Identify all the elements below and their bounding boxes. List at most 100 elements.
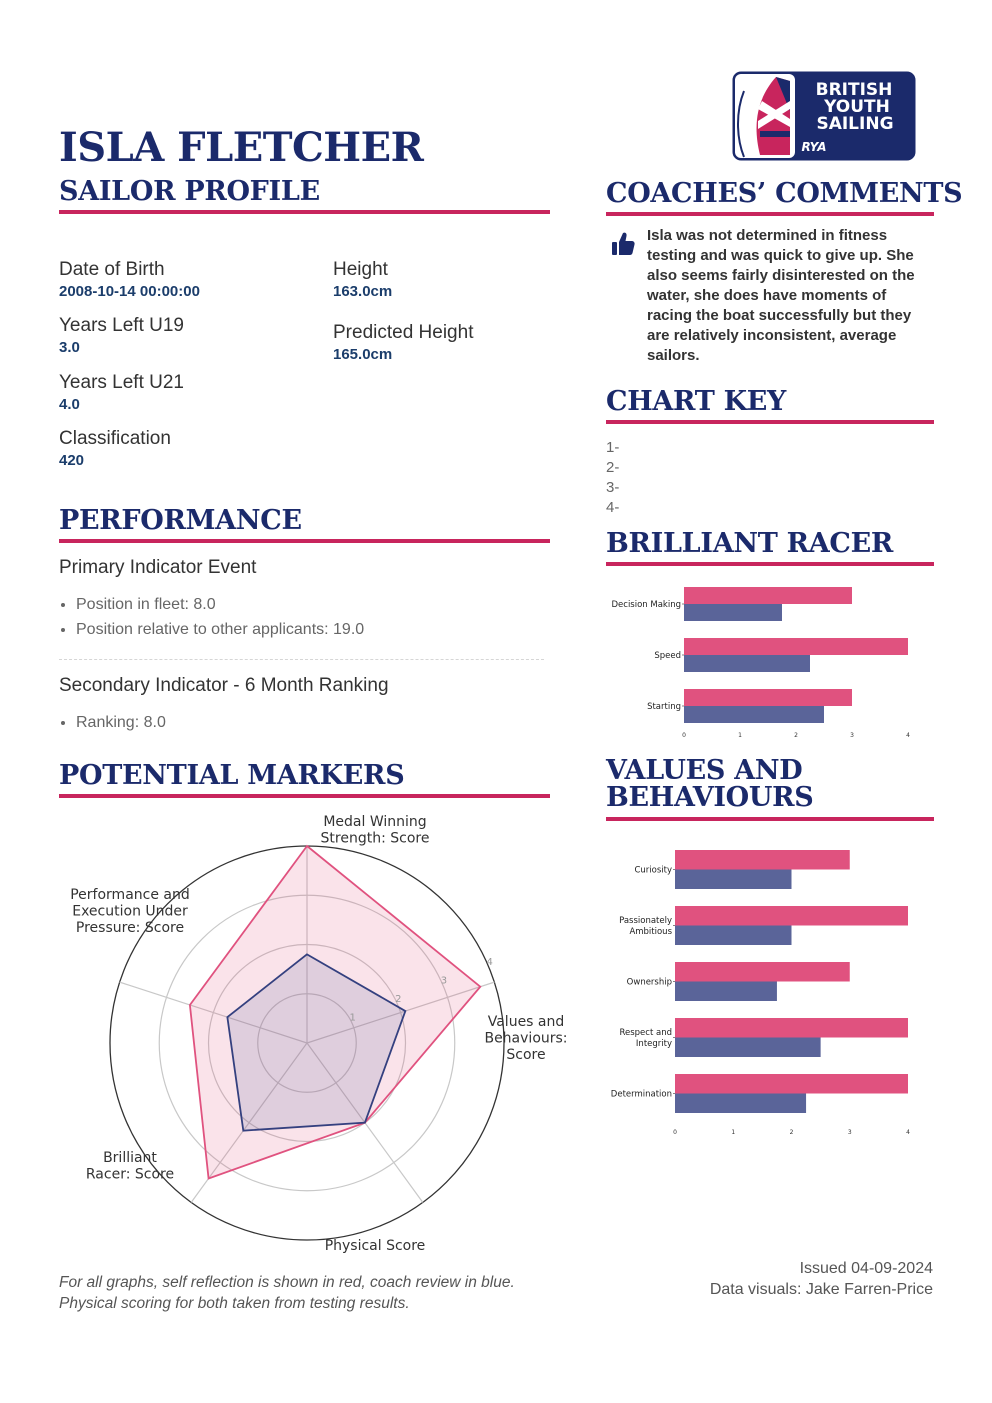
bar-x-tick-label: 4	[906, 732, 910, 739]
bar-category-label: Passionately	[619, 916, 672, 926]
bar-self-reflection	[675, 906, 908, 926]
brilliant-racer-bar-chart: Decision Making Speed Starting 0 1 2 3 4	[612, 587, 910, 740]
radar-tick-label: 1	[349, 1013, 355, 1024]
radar-axis-label: Score	[506, 1047, 545, 1063]
primary-indicator-title: Primary Indicator Event	[59, 557, 257, 578]
chart-key-list: 1- 2- 3- 4-	[606, 438, 619, 518]
bar-x-tick-label: 2	[790, 1129, 794, 1136]
dob-label: Date of Birth	[59, 259, 165, 280]
u19-value: 3.0	[59, 339, 80, 356]
comments-divider	[606, 212, 934, 216]
chart-key-heading: CHART KEY	[606, 386, 787, 417]
bar-coach-review	[675, 869, 792, 889]
potential-divider	[59, 794, 550, 798]
bar-x-tick-label: 2	[794, 732, 798, 739]
bar-coach-review	[684, 655, 810, 672]
dob-value: 2008-10-14 00:00:00	[59, 283, 200, 300]
radar-axis-label: Execution Under	[72, 904, 188, 920]
radar-tick-label: 2	[395, 994, 401, 1005]
bar-self-reflection	[684, 587, 852, 604]
bar-category-label: Ambitious	[629, 927, 672, 937]
issued-date: Issued 04-09-2024	[799, 1260, 933, 1277]
bar-coach-review	[684, 706, 824, 723]
chart-key-divider	[606, 420, 934, 424]
values-behaviours-heading: VALUES AND BEHAVIOURS	[606, 757, 814, 813]
bar-x-tick-label: 0	[682, 732, 686, 739]
logo-badge: RYA	[802, 140, 827, 154]
radar-self-reflection-area	[188, 844, 482, 1180]
sailor-profile-heading: SAILOR PROFILE	[59, 176, 320, 207]
u21-label: Years Left U21	[59, 372, 184, 393]
field-height: Height 163.0cm	[333, 259, 392, 300]
chart-key-item: 4-	[606, 499, 620, 516]
bar-self-reflection	[684, 638, 908, 655]
performance-separator	[59, 659, 544, 660]
radar-axis-label: Strength: Score	[321, 831, 430, 847]
secondary-indicator-list: Ranking: 8.0	[59, 710, 166, 735]
data-visuals-credit: Data visuals: Jake Farren-Price	[709, 1281, 933, 1298]
bar-category-label: Curiosity	[634, 866, 672, 876]
bar-x-tick-label: 3	[850, 732, 854, 739]
pred-value: 165.0cm	[333, 346, 393, 363]
field-classification: Classification 420	[59, 428, 171, 469]
u19-label: Years Left U19	[59, 315, 184, 336]
brilliant-divider	[606, 562, 934, 566]
bar-self-reflection	[675, 962, 850, 982]
pred-label: Predicted Height	[333, 322, 474, 343]
logo-line-3: SAILING	[816, 114, 893, 134]
chart-key-item: 3-	[606, 479, 620, 496]
coach-comment-text: Isla was not determined in fitness testi…	[647, 227, 915, 364]
radar-spoke	[190, 1042, 308, 1203]
thumbs-up-icon	[610, 230, 636, 258]
issue-info: Issued 04-09-2024 Data visuals: Jake Far…	[710, 1258, 933, 1300]
bar-x-tick-label: 1	[738, 732, 742, 739]
chart-key-item: 2-	[606, 459, 620, 476]
radar-axis-label: Physical Score	[325, 1238, 426, 1254]
logo-line-2: YOUTH	[823, 97, 890, 117]
values-heading-line-2: BEHAVIOURS	[606, 782, 814, 813]
bar-category-label: Speed	[654, 651, 681, 661]
values-divider	[606, 817, 934, 821]
height-value: 163.0cm	[333, 283, 393, 300]
bar-x-tick-label: 3	[848, 1129, 852, 1136]
class-label: Classification	[59, 428, 171, 449]
radar-axis-label: Medal Winning	[323, 814, 426, 830]
radar-axis-label: Values and	[488, 1014, 565, 1030]
radar-tick-label: 3	[441, 976, 447, 987]
bar-self-reflection	[675, 1018, 908, 1038]
bar-x-tick-label: 1	[731, 1129, 735, 1136]
bar-coach-review	[675, 981, 777, 1001]
radar-tick-label: 4	[486, 957, 492, 968]
coaches-comments-heading: COACHES’ COMMENTS	[606, 178, 963, 209]
bar-category-label: Integrity	[636, 1039, 672, 1049]
class-value: 420	[59, 452, 85, 469]
radar-coach-review-area	[226, 953, 407, 1132]
bar-category-label: Decision Making	[612, 600, 682, 610]
list-item: Position in fleet: 8.0	[76, 592, 364, 617]
bar-coach-review	[684, 604, 782, 621]
field-years-u21: Years Left U21 4.0	[59, 372, 184, 413]
list-item: Position relative to other applicants: 1…	[76, 617, 364, 642]
bar-category-label: Ownership	[627, 978, 672, 988]
brilliant-racer-heading: BRILLIANT RACER	[606, 528, 894, 559]
radar-spoke	[119, 981, 308, 1044]
potential-markers-heading: POTENTIAL MARKERS	[59, 760, 405, 791]
chart-key-item: 1-	[606, 439, 620, 456]
radar-spoke	[306, 981, 495, 1044]
radar-axis-label: Pressure: Score	[76, 920, 184, 936]
list-item: Ranking: 8.0	[76, 710, 166, 735]
secondary-indicator-title: Secondary Indicator - 6 Month Ranking	[59, 675, 389, 696]
bar-coach-review	[675, 1037, 821, 1057]
performance-divider	[59, 539, 550, 543]
primary-indicator-list: Position in fleet: 8.0 Position relative…	[59, 592, 364, 642]
field-predicted-height: Predicted Height 165.0cm	[333, 322, 473, 363]
field-dob: Date of Birth 2008-10-14 00:00:00	[59, 259, 200, 300]
performance-heading: PERFORMANCE	[59, 505, 302, 536]
bar-category-label: Respect and	[619, 1028, 672, 1038]
profile-divider	[59, 210, 550, 214]
bar-x-tick-label: 4	[906, 1129, 910, 1136]
bar-category-label: Determination	[611, 1090, 672, 1100]
footer-note: For all graphs, self reflection is shown…	[59, 1274, 515, 1312]
